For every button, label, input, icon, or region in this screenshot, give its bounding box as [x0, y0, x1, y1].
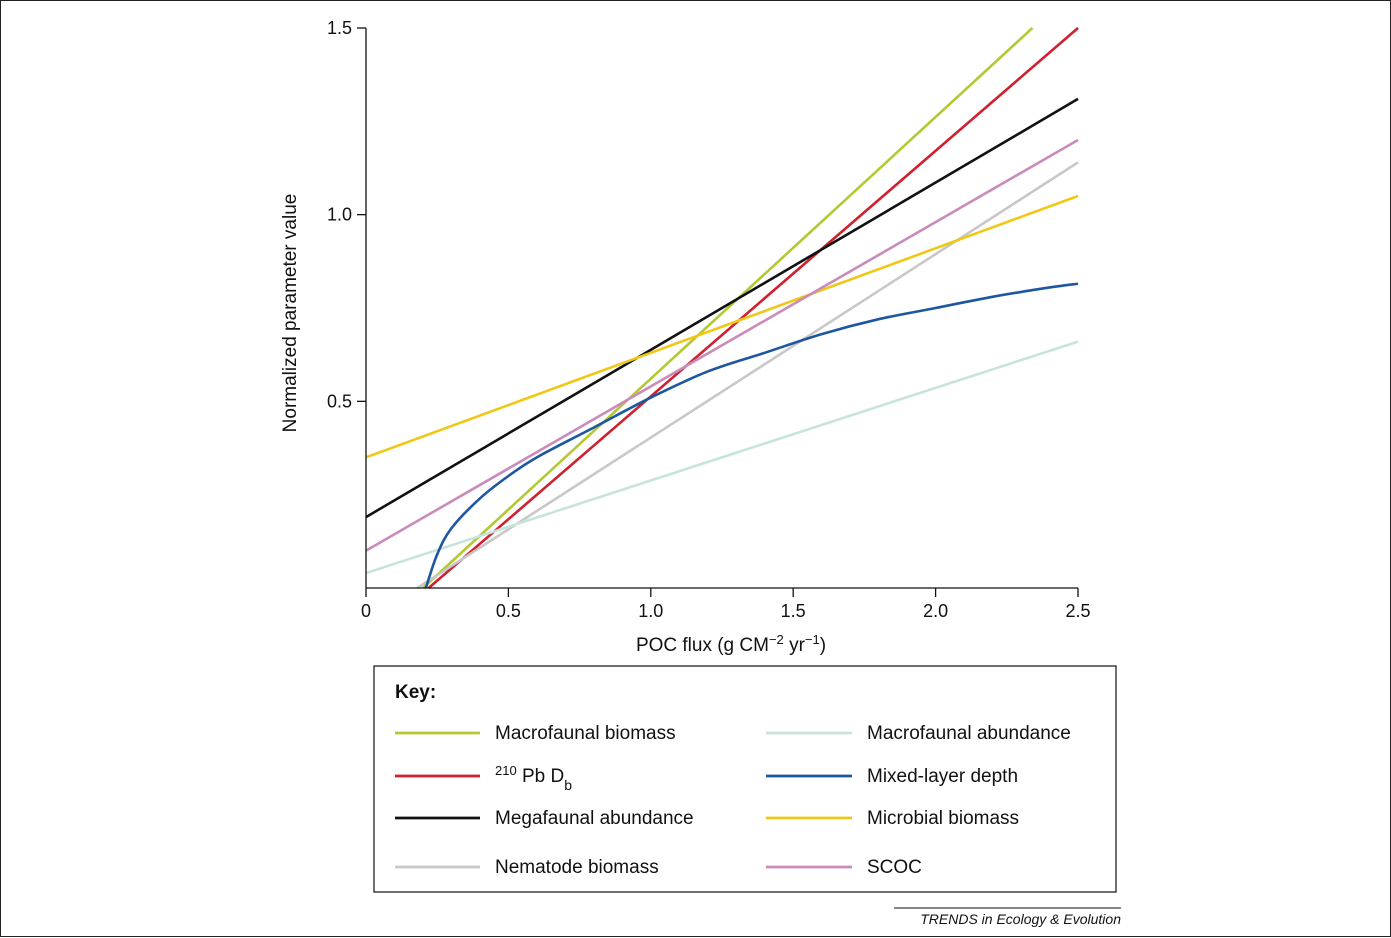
axes: 0 0.5 1.0 1.5 2.0 2.5 0.5 1.0 1.5 [327, 18, 1091, 621]
series-line-megafaunal-abundance [365, 97, 1079, 519]
x-tick-label: 1.5 [781, 601, 806, 621]
y-tick-label: 1.0 [327, 205, 352, 225]
legend-label-macrofaunal-biomass: Macrofaunal biomass [495, 723, 676, 744]
y-tick-label: 0.5 [327, 391, 352, 411]
series-line-mixed-layer-depth [424, 282, 1079, 589]
x-tick-label: 2.5 [1065, 601, 1090, 621]
series-line-scoc [365, 138, 1079, 552]
x-tick-label: 1.0 [638, 601, 663, 621]
series-line-macrofaunal-abundance [365, 340, 1079, 575]
x-axis-title: POC flux (g CM−2 yr−1) [636, 632, 826, 657]
legend: Key: Macrofaunal biomass Macrofaunal abun… [373, 665, 1117, 893]
credit-text: TRENDS in Ecology & Evolution [920, 911, 1121, 927]
legend-label-scoc: SCOC [867, 857, 922, 878]
legend-title: Key: [395, 682, 436, 703]
series-line-macrofaunal-biomass [422, 27, 1034, 589]
legend-box [373, 665, 1117, 893]
legend-label-macrofaunal-abundance: Macrofaunal abundance [867, 723, 1071, 744]
series-line-nematode-biomass [416, 161, 1079, 589]
y-tick-label: 1.5 [327, 18, 352, 38]
legend-label-mixed-layer-depth: Mixed-layer depth [867, 766, 1018, 787]
series-line-pb210 [427, 27, 1079, 589]
series-layer [365, 27, 1079, 589]
series-line-microbial-biomass [365, 194, 1079, 459]
x-tick-label: 2.0 [923, 601, 948, 621]
y-axis-title: Normalized parameter value [280, 194, 301, 433]
legend-label-nematode-biomass: Nematode biomass [495, 857, 659, 878]
x-tick-label: 0.5 [496, 601, 521, 621]
x-tick-label: 0 [361, 601, 371, 621]
legend-label-megafaunal-abundance: Megafaunal abundance [495, 808, 694, 829]
legend-label-pb210: 210 Pb Db [495, 763, 572, 794]
legend-label-microbial-biomass: Microbial biomass [867, 808, 1019, 829]
